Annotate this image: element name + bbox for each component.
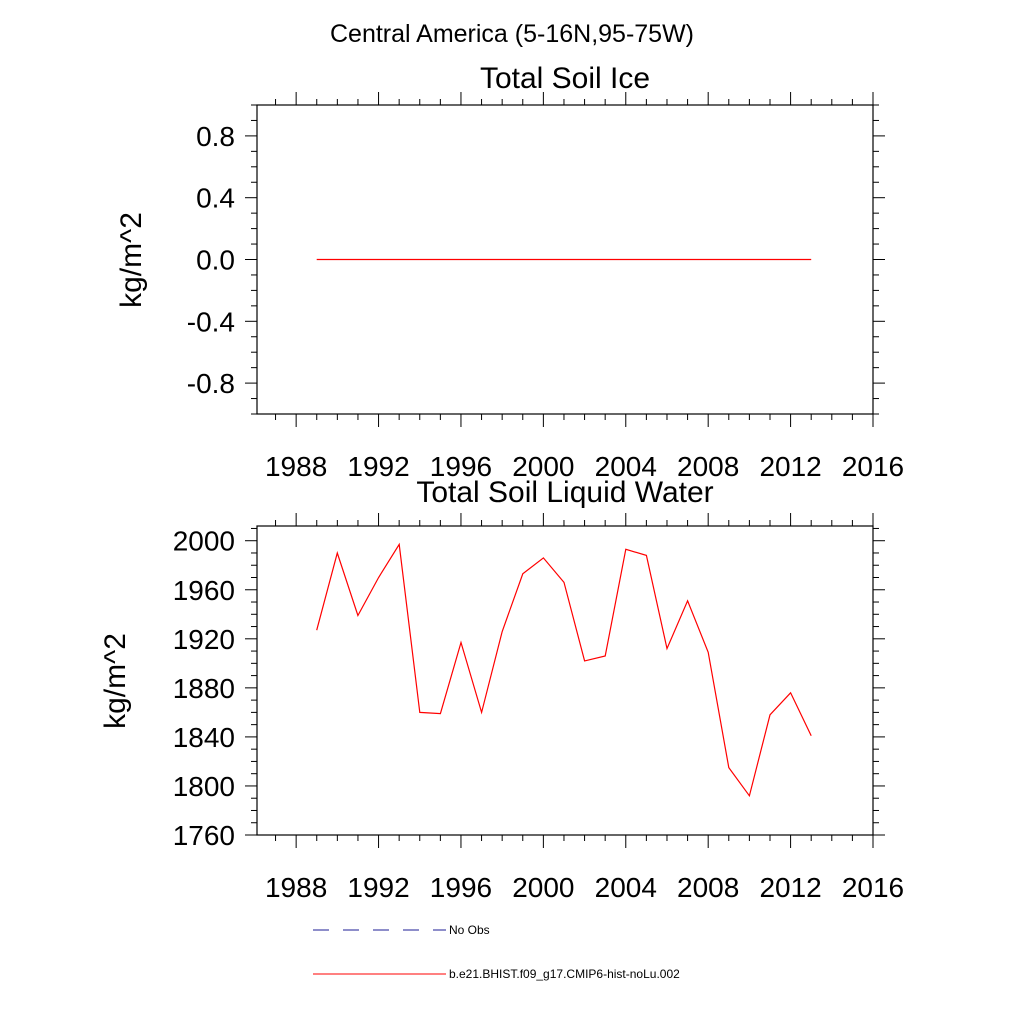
- x-tick-label: 2000: [512, 872, 574, 903]
- y-axis-tick-labels: 0.8 0.4 0.0 -0.4 -0.8: [187, 121, 235, 399]
- figure-title: Central America (5-16N,95-75W): [330, 20, 694, 48]
- series-line: [316, 542, 812, 798]
- x-tick-label: 2012: [759, 451, 821, 482]
- chart-title: Total Soil Liquid Water: [416, 476, 713, 509]
- axis-ticks: [245, 513, 885, 848]
- y-tick-label: -0.4: [187, 306, 235, 337]
- x-axis-tick-labels: 1988 1992 1996 2000 2004 2008 2012 2016: [265, 872, 904, 903]
- x-tick-label: 1988: [265, 872, 327, 903]
- x-tick-label: 2008: [677, 451, 739, 482]
- y-tick-label: 0.0: [196, 245, 235, 276]
- y-tick-label: 0.8: [196, 121, 235, 152]
- y-axis-label: kg/m^2: [99, 633, 132, 729]
- x-tick-label: 1996: [430, 872, 492, 903]
- plot-frame: [256, 525, 874, 836]
- x-tick-label: 2012: [759, 872, 821, 903]
- legend-entry-model: b.e21.BHIST.f09_g17.CMIP6-hist-noLu.002: [313, 967, 680, 981]
- y-tick-label: 1960: [173, 575, 235, 606]
- x-tick-label: 2000: [512, 451, 574, 482]
- x-tick-label: 1992: [347, 872, 409, 903]
- y-tick-label: 1760: [173, 820, 235, 851]
- y-axis-tick-labels: 2000 1960 1920 1880 1840 1800 1760: [173, 526, 235, 851]
- x-tick-label: 2016: [842, 872, 904, 903]
- y-tick-label: 0.4: [196, 183, 235, 214]
- y-tick-label: -0.8: [187, 368, 235, 399]
- y-tick-label: 1840: [173, 722, 235, 753]
- legend-label: No Obs: [449, 923, 490, 937]
- x-tick-label: 2016: [842, 451, 904, 482]
- y-axis-label: kg/m^2: [115, 212, 148, 308]
- x-tick-label: 2004: [595, 872, 657, 903]
- x-tick-label: 1996: [430, 451, 492, 482]
- x-tick-label: 1988: [265, 451, 327, 482]
- axis-ticks: [245, 92, 885, 427]
- legend-entry-no-obs: No Obs: [313, 923, 490, 937]
- y-tick-label: 1880: [173, 673, 235, 704]
- y-tick-label: 1920: [173, 624, 235, 655]
- x-axis-tick-labels: 1988 1992 1996 2000 2004 2008 2012 2016: [265, 451, 904, 482]
- chart-total-soil-liquid-water: Total Soil Liquid Water 1988 1992 1996 2000…: [99, 476, 904, 903]
- y-tick-label: 1800: [173, 771, 235, 802]
- series-layer: [316, 542, 812, 798]
- y-tick-label: 2000: [173, 526, 235, 557]
- chart-total-soil-ice: Total Soil Ice 1988 1992 1996 2000 2004 2008 2…: [115, 62, 904, 482]
- x-tick-label: 1992: [347, 451, 409, 482]
- x-tick-label: 2008: [677, 872, 739, 903]
- legend-label: b.e21.BHIST.f09_g17.CMIP6-hist-noLu.002: [449, 967, 680, 981]
- x-tick-label: 2004: [595, 451, 657, 482]
- legend: No Obs b.e21.BHIST.f09_g17.CMIP6-hist-no…: [313, 923, 680, 981]
- chart-title: Total Soil Ice: [480, 62, 650, 95]
